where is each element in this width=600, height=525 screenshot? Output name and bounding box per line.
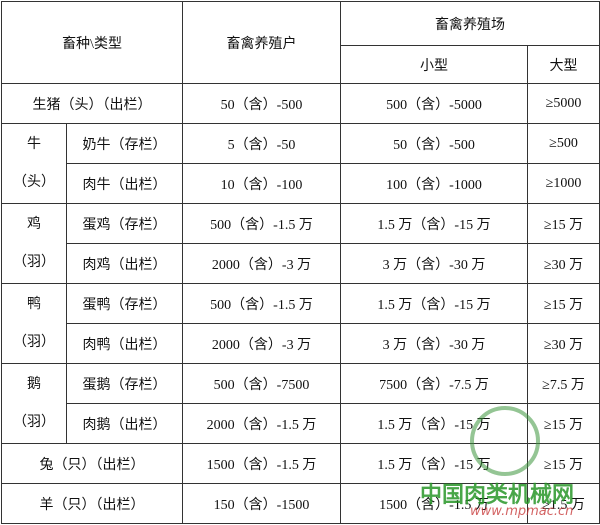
small-farm-range: 100（含）-1000 (340, 163, 529, 204)
data-row: 牛 （头） 奶牛（存栏） 5（含）-50 50（含）-500 ≥500 (1, 123, 600, 204)
subtype-label: 肉牛（出栏） (65, 163, 184, 204)
large-header: 大型 (527, 45, 600, 84)
household-range: 500（含）-1.5 万 (182, 283, 342, 324)
data-row: 肉牛（出栏） 10（含）-100 100（含）-1000 ≥1000 (2, 163, 600, 204)
large-farm-range: ≥15 万 (527, 283, 600, 324)
large-farm-range: ≥1.5 万 (527, 483, 600, 524)
type-label: 兔（只）（出栏） (0, 443, 184, 484)
small-farm-range: 1.5 万（含）-15 万 (340, 283, 529, 324)
large-farm-range: ≥500 (527, 123, 600, 164)
large-farm-range: ≥15 万 (527, 203, 600, 244)
subtype-label: 肉鸡（出栏） (65, 243, 184, 284)
small-header: 小型 (340, 45, 529, 84)
household-range: 10（含）-100 (182, 163, 342, 204)
data-row: 生猪（头）（出栏） 50（含）-500 500（含）-5000 ≥5000 (0, 83, 600, 124)
small-farm-range: 1.5 万（含）-15 万 (340, 203, 529, 244)
household-range: 1500（含）-1.5 万 (182, 443, 342, 484)
small-farm-range: 7500（含）-7.5 万 (340, 363, 529, 404)
small-farm-range: 3 万（含）-30 万 (340, 243, 529, 284)
watermark-logo (470, 406, 540, 476)
small-farm-range: 3 万（含）-30 万 (340, 323, 529, 364)
household-range: 5（含）-50 (182, 123, 342, 164)
data-row: 鸭 （羽） 蛋鸭（存栏） 500（含）-1.5 万 1.5 万（含）-15 万 ≥15 万 (1, 283, 600, 364)
species-name: 牛 (27, 136, 41, 152)
header-row: 畜种\类型 畜禽养殖户 畜禽养殖场 (0, 1, 600, 84)
species-name: 鹅 (27, 376, 41, 392)
household-range: 500（含）-1.5 万 (182, 203, 342, 244)
watermark-text: 中国肉类机械网 (420, 483, 575, 508)
type-label: 羊（只）（出栏） (0, 483, 184, 524)
household-range: 500（含）-7500 (182, 363, 342, 404)
species-name: 鸡 (27, 216, 41, 232)
farm-header: 畜禽养殖场 (340, 1, 600, 46)
data-row: 鸡 （羽） 蛋鸡（存栏） 500（含）-1.5 万 1.5 万（含）-15 万 ≥15 万 (1, 203, 600, 284)
species-unit: （羽） (13, 414, 55, 430)
species-cell: 鸭 （羽） (1, 283, 67, 364)
household-range: 50（含）-500 (182, 83, 342, 124)
species-unit: （头） (13, 174, 55, 190)
subtype-label: 肉鸭（出栏） (65, 323, 184, 364)
large-farm-range: ≥7.5 万 (527, 363, 600, 404)
large-farm-range: ≥5000 (527, 83, 600, 124)
subtype-label: 蛋鹅（存栏） (65, 363, 184, 404)
species-cell: 牛 （头） (1, 123, 67, 204)
header-row: 小型 大型 (2, 45, 600, 84)
data-row: 鹅 （羽） 蛋鹅（存栏） 500（含）-7500 7500（含）-7.5 万 ≥7.5 万 (1, 363, 600, 444)
household-range: 2000（含）-3 万 (182, 323, 342, 364)
subtype-label: 蛋鸭（存栏） (65, 283, 184, 324)
small-farm-range: 500（含）-5000 (340, 83, 529, 124)
household-range: 2000（含）-1.5 万 (182, 403, 342, 444)
species-name: 鸭 (27, 296, 41, 312)
household-header: 畜禽养殖户 (182, 1, 342, 84)
species-cell: 鹅 （羽） (1, 363, 67, 444)
subtype-label: 奶牛（存栏） (65, 123, 184, 164)
household-range: 2000（含）-3 万 (182, 243, 342, 284)
subtype-label: 肉鹅（出栏） (65, 403, 184, 444)
watermark-url: www.mpmac.cn (470, 504, 574, 519)
large-farm-range: ≥30 万 (527, 323, 600, 364)
subtype-label: 蛋鸡（存栏） (65, 203, 184, 244)
type-label: 生猪（头）（出栏） (0, 83, 184, 124)
type-header: 畜种\类型 (0, 1, 184, 84)
household-range: 150（含）-1500 (182, 483, 342, 524)
large-farm-range: ≥30 万 (527, 243, 600, 284)
large-farm-range: ≥1000 (527, 163, 600, 204)
data-row: 羊（只）（出栏） 150（含）-1500 1500（含）-1.5 万 ≥1.5 万 (0, 483, 600, 524)
species-cell: 鸡 （羽） (1, 203, 67, 284)
species-unit: （羽） (13, 254, 55, 270)
species-unit: （羽） (13, 334, 55, 350)
small-farm-range: 50（含）-500 (340, 123, 529, 164)
